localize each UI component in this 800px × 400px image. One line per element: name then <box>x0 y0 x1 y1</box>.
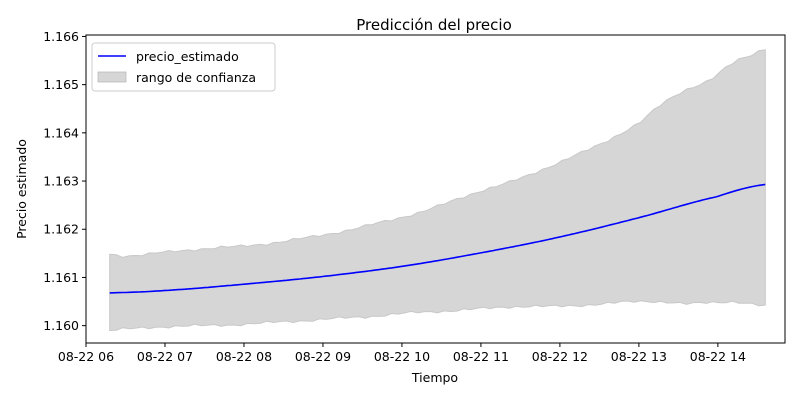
x-tick-label: 08-22 14 <box>690 349 746 364</box>
x-axis-label: Tiempo <box>411 370 458 385</box>
x-tick-label: 08-22 06 <box>58 349 114 364</box>
y-tick-label: 1.160 <box>43 318 79 333</box>
y-tick-label: 1.164 <box>43 125 79 140</box>
legend-band-swatch <box>97 71 127 83</box>
chart-title: Predicción del precio <box>356 16 512 34</box>
y-tick-label: 1.163 <box>43 174 79 189</box>
x-tick-label: 08-22 13 <box>611 349 667 364</box>
legend: precio_estimado rango de confianza <box>91 42 276 92</box>
y-tick-label: 1.166 <box>43 29 79 44</box>
y-tick-label: 1.165 <box>43 77 79 92</box>
legend-label-precio-estimado: precio_estimado <box>136 49 239 64</box>
x-tick-label: 08-22 09 <box>295 349 351 364</box>
y-tick-label: 1.162 <box>43 222 79 237</box>
legend-box <box>91 42 276 92</box>
plot-frame <box>85 34 786 344</box>
confidence-band <box>109 49 766 332</box>
y-axis: 1.160 1.161 1.162 1.163 1.164 1.165 1.166 <box>43 29 86 333</box>
x-axis: 08-22 06 08-22 07 08-22 08 08-22 09 08-22 10… <box>58 343 746 364</box>
x-tick-label: 08-22 10 <box>374 349 430 364</box>
x-tick-label: 08-22 07 <box>137 349 193 364</box>
legend-label-rango-de-confianza: rango de confianza <box>136 70 256 85</box>
y-axis-label: Precio estimado <box>14 139 29 239</box>
plot-area <box>109 49 766 332</box>
y-tick-label: 1.161 <box>43 270 79 285</box>
x-tick-label: 08-22 12 <box>532 349 588 364</box>
x-tick-label: 08-22 11 <box>453 349 509 364</box>
series-line-precio-estimado <box>109 183 766 294</box>
x-tick-label: 08-22 08 <box>216 349 272 364</box>
